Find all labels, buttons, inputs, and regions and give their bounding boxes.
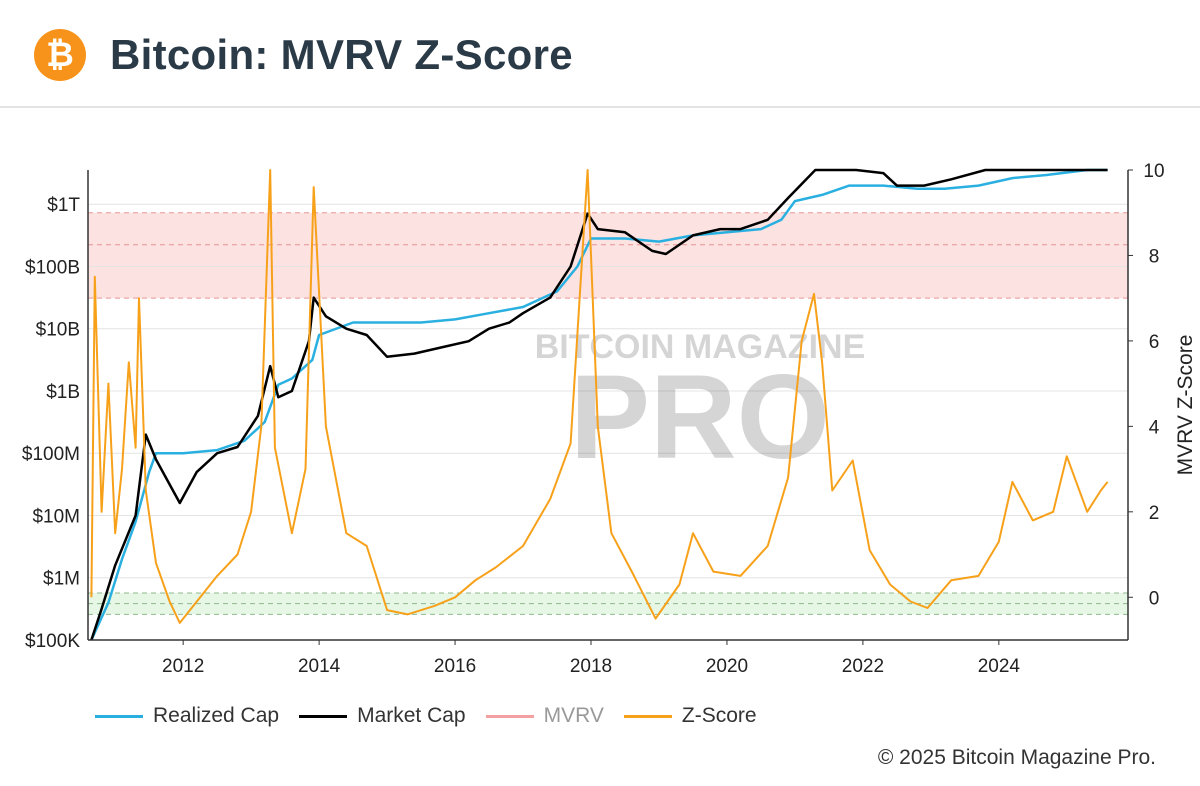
y-left-tick-label: $1B xyxy=(46,382,80,403)
y-left-tick-label: $1M xyxy=(43,569,80,590)
legend-label-mvrv: MVRV xyxy=(543,704,604,727)
page-header: ₿ Bitcoin: MVRV Z-Score xyxy=(0,0,1200,108)
watermark-line1: BITCOIN MAGAZINE xyxy=(535,328,866,366)
mvrv-chart[interactable]: BITCOIN MAGAZINE PRO $100K$1M$10M$100M$1… xyxy=(0,108,1200,708)
legend-swatch-realized-cap xyxy=(95,714,143,718)
y-right-tick-label: 6 xyxy=(1149,332,1160,353)
legend-item-mvrv[interactable]: MVRV xyxy=(485,704,604,728)
bitcoin-logo-icon: ₿ xyxy=(34,29,86,81)
x-tick-label: 2012 xyxy=(162,656,204,677)
y-right-tick-label: 8 xyxy=(1149,246,1160,267)
watermark: BITCOIN MAGAZINE PRO xyxy=(535,328,866,484)
chart-bands xyxy=(88,212,1128,615)
chart-series xyxy=(90,168,1109,641)
watermark-line2: PRO xyxy=(570,350,830,484)
y-right-tick-label: 10 xyxy=(1143,161,1164,182)
series-z-score xyxy=(90,169,1109,624)
series-realized-cap xyxy=(90,168,1108,641)
series-market-cap xyxy=(90,168,1108,641)
y-left-tick-label: $100B xyxy=(25,257,80,278)
x-tick-label: 2016 xyxy=(434,656,476,677)
y-right-axis-title: MVRV Z-Score xyxy=(1174,335,1197,476)
legend-swatch-market-cap xyxy=(299,714,348,718)
chart-axes: $100K $1M $10M $100M $1B $10B $100B $1T 0 2 4 6 8 10 M… xyxy=(22,161,1197,677)
y-left-tick-label: $1T xyxy=(47,195,80,216)
y-left-tick-label: $100M xyxy=(22,444,80,465)
page-title: Bitcoin: MVRV Z-Score xyxy=(110,31,573,78)
band-0 xyxy=(88,212,1128,299)
x-tick-label: 2022 xyxy=(842,656,884,677)
band-1 xyxy=(88,593,1128,615)
x-tick-label: 2024 xyxy=(978,656,1021,677)
legend-item-z-score[interactable]: Z-Score xyxy=(623,704,757,728)
y-right-tick-label: 2 xyxy=(1149,503,1160,524)
y-left-tick-label: $10B xyxy=(36,320,80,341)
legend-label-market-cap: Market Cap xyxy=(357,704,466,727)
x-tick-label: 2018 xyxy=(570,656,612,677)
chart-legend: Realized Cap Market Cap MVRV Z-Score xyxy=(95,704,777,728)
legend-label-realized-cap: Realized Cap xyxy=(153,704,280,727)
legend-item-realized-cap[interactable]: Realized Cap xyxy=(95,704,279,728)
legend-swatch-mvrv xyxy=(485,714,534,718)
legend-label-z-score: Z-Score xyxy=(681,704,757,727)
y-left-tick-label: $100K xyxy=(25,631,80,652)
x-tick-label: 2020 xyxy=(706,656,748,677)
copyright-notice: © 2025 Bitcoin Magazine Pro. xyxy=(877,746,1156,769)
legend-swatch-z-score xyxy=(623,714,672,718)
y-right-tick-label: 4 xyxy=(1149,417,1160,438)
y-left-tick-label: $10M xyxy=(32,506,80,527)
legend-item-market-cap[interactable]: Market Cap xyxy=(299,704,466,728)
x-tick-label: 2014 xyxy=(298,656,341,677)
chart-grid xyxy=(88,203,1128,641)
y-right-tick-label: 0 xyxy=(1149,588,1160,609)
